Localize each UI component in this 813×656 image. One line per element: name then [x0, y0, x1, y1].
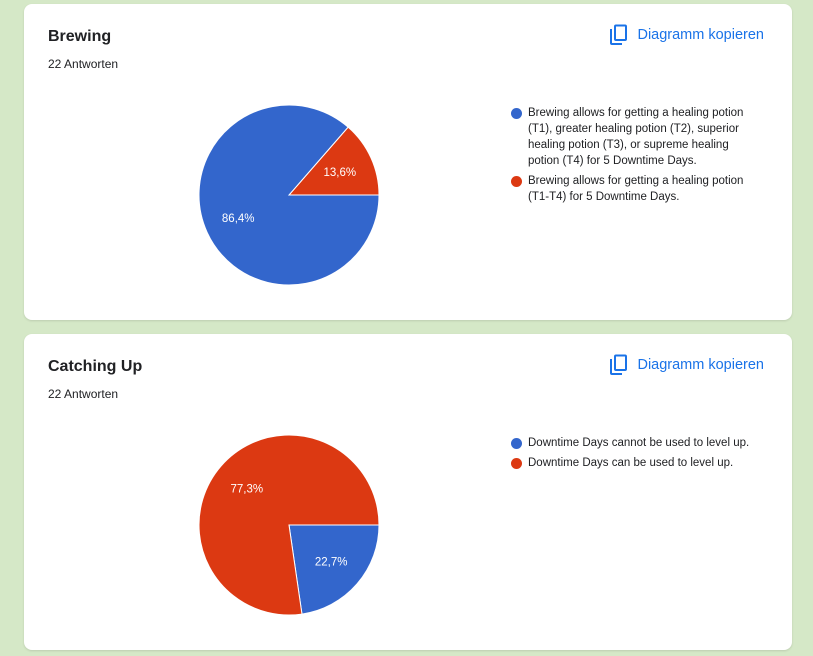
legend-swatch	[511, 458, 522, 469]
pie-slice-label: 77,3%	[230, 483, 263, 495]
pie-slice-label: 86,4%	[222, 213, 255, 225]
copy-content-icon	[609, 354, 629, 376]
pie-slice-label: 22,7%	[315, 557, 348, 569]
copy-chart-button[interactable]: Diagramm kopieren	[609, 24, 764, 46]
pie-slice[interactable]	[198, 434, 380, 616]
legend-swatch	[511, 108, 522, 119]
card-title: Catching Up	[48, 358, 143, 375]
copy-chart-label: Diagramm kopieren	[637, 27, 764, 43]
response-count: 22 Antworten	[48, 387, 119, 401]
legend-label: Brewing allows for getting a healing pot…	[528, 175, 744, 203]
pie-slice[interactable]	[288, 524, 380, 615]
legend-label: Brewing allows for getting a healing pot…	[528, 107, 744, 167]
response-count: 22 Antworten	[48, 57, 119, 71]
chart-card-brewing: Brewing 22 Antworten Diagramm kopieren 1…	[24, 4, 792, 320]
pie-chart: 13,6% 86,4%	[198, 104, 380, 286]
chart-legend: Brewing allows for getting a healing pot…	[511, 105, 751, 209]
legend-item: Brewing allows for getting a healing pot…	[511, 105, 751, 169]
card-title: Brewing	[48, 28, 112, 45]
pie-slice-label: 13,6%	[323, 167, 356, 179]
pie-slice[interactable]	[198, 104, 380, 286]
pie-slice[interactable]	[287, 126, 380, 196]
copy-content-icon	[609, 24, 629, 46]
pie-chart: 22,7% 77,3%	[198, 434, 380, 616]
legend-swatch	[511, 438, 522, 449]
legend-label: Downtime Days cannot be used to level up…	[528, 437, 750, 449]
legend-item: Brewing allows for getting a healing pot…	[511, 173, 751, 205]
copy-chart-button[interactable]: Diagramm kopieren	[609, 354, 764, 376]
legend-item: Downtime Days can be used to level up.	[511, 455, 751, 471]
legend-label: Downtime Days can be used to level up.	[528, 457, 734, 469]
legend-item: Downtime Days cannot be used to level up…	[511, 435, 751, 451]
legend-swatch	[511, 176, 522, 187]
chart-card-catching-up: Catching Up 22 Antworten Diagramm kopier…	[24, 334, 792, 650]
chart-legend: Downtime Days cannot be used to level up…	[511, 435, 751, 475]
copy-chart-label: Diagramm kopieren	[637, 357, 764, 373]
